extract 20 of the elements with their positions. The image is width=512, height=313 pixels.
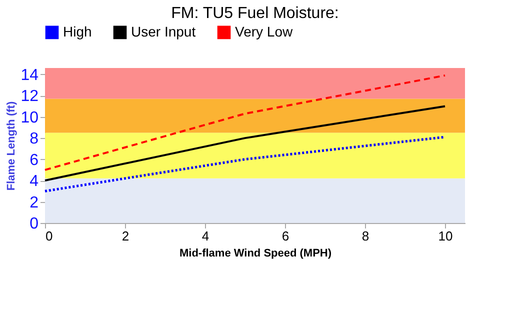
x-tick-label: 10 xyxy=(438,228,453,244)
x-tick-label: 2 xyxy=(122,228,130,244)
x-tick-label: 8 xyxy=(362,228,370,244)
y-tick-label: 4 xyxy=(30,173,39,190)
y-axis-title: Flame Length (ft) xyxy=(6,101,18,191)
legend-label: Very Low xyxy=(235,23,294,40)
chart-title: FM: TU5 Fuel Moisture: xyxy=(171,5,339,22)
y-tick-label: 8 xyxy=(30,130,39,148)
y-tick-label: 10 xyxy=(20,109,39,126)
x-tick-label: 6 xyxy=(282,228,290,244)
y-tick-label: 12 xyxy=(20,88,39,106)
y-tick-label: 0 xyxy=(30,216,39,232)
x-tick-label: 4 xyxy=(202,228,210,244)
y-tick-label: 6 xyxy=(30,152,39,169)
x-tick-label: 0 xyxy=(46,228,53,244)
legend-label: User Input xyxy=(131,23,196,40)
y-tick-label: 14 xyxy=(20,66,39,84)
legend-label: High xyxy=(63,23,92,40)
x-axis-title: Mid-flame Wind Speed (MPH) xyxy=(179,248,332,260)
y-tick-label: 2 xyxy=(30,194,39,212)
